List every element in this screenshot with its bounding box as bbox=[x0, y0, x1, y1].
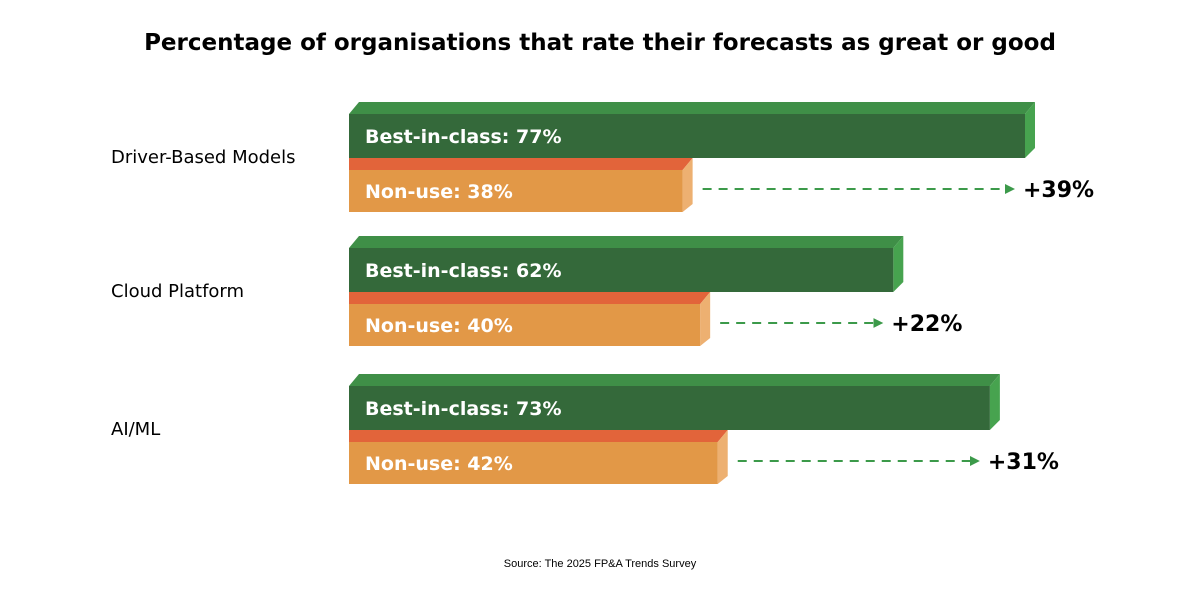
nonuse-bar-top bbox=[349, 158, 693, 170]
chart-title: Percentage of organisations that rate th… bbox=[144, 30, 1056, 56]
best-bar bbox=[349, 114, 1025, 158]
best-bar bbox=[349, 386, 990, 430]
nonuse-bar bbox=[349, 304, 701, 346]
category-label: Driver-Based Models bbox=[111, 147, 296, 168]
best-bar bbox=[349, 248, 894, 292]
bar-group-2: Best-in-class: 73% Non-use: 42% AI/ML +31% bbox=[111, 374, 1059, 484]
category-label: Cloud Platform bbox=[111, 281, 244, 302]
best-bar-top bbox=[349, 102, 1035, 114]
best-bar-label: Best-in-class: 77% bbox=[365, 126, 561, 148]
source-note: Source: The 2025 FP&A Trends Survey bbox=[503, 558, 697, 570]
nonuse-bar-label: Non-use: 42% bbox=[365, 453, 513, 475]
nonuse-bar-label: Non-use: 40% bbox=[365, 315, 513, 337]
nonuse-bar bbox=[349, 170, 683, 212]
best-bar-side bbox=[1025, 102, 1035, 158]
best-bar-top bbox=[349, 374, 1000, 386]
nonuse-bar-top bbox=[349, 430, 728, 442]
nonuse-bar bbox=[349, 442, 718, 484]
difference-label: +22% bbox=[891, 312, 962, 337]
nonuse-bar-side bbox=[717, 430, 728, 484]
difference-label: +31% bbox=[988, 450, 1059, 475]
nonuse-bar-top bbox=[349, 292, 711, 304]
best-bar-top bbox=[349, 236, 904, 248]
bar-group-1: Best-in-class: 62% Non-use: 40% Cloud Plat… bbox=[111, 236, 962, 346]
best-bar-side bbox=[893, 236, 904, 292]
difference-label: +39% bbox=[1023, 178, 1094, 203]
best-bar-side bbox=[989, 374, 1000, 430]
bar-group-0: Best-in-class: 77% Non-use: 38% Driver-Bas… bbox=[111, 102, 1094, 212]
best-bar-label: Best-in-class: 62% bbox=[365, 260, 561, 282]
best-bar-label: Best-in-class: 73% bbox=[365, 398, 561, 420]
nonuse-bar-label: Non-use: 38% bbox=[365, 181, 513, 203]
nonuse-bar-side bbox=[700, 292, 711, 346]
category-label: AI/ML bbox=[111, 419, 160, 440]
nonuse-bar-side bbox=[682, 158, 693, 212]
